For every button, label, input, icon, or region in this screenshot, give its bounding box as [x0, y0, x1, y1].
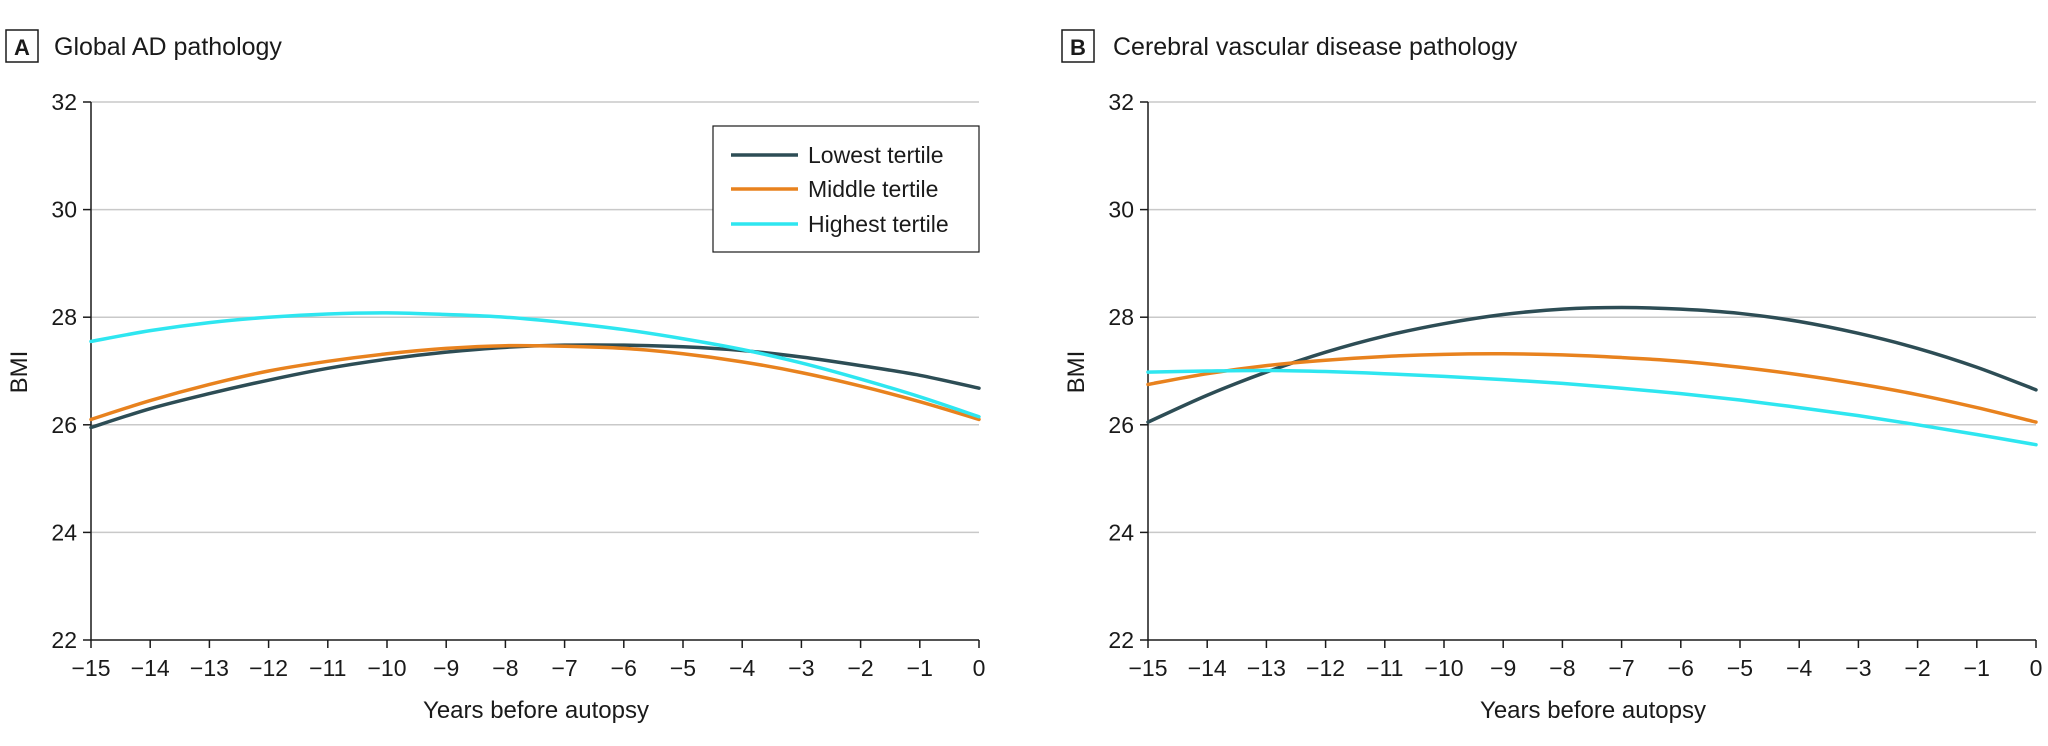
series-line-middle — [89, 343, 981, 422]
x-tick-label: −8 — [1549, 655, 1575, 681]
x-tick-label: −15 — [71, 655, 110, 681]
panel-letter: A — [14, 35, 30, 60]
x-tick-label: −10 — [367, 655, 406, 681]
x-tick-label: −5 — [670, 655, 696, 681]
x-tick-label: −12 — [249, 655, 288, 681]
y-tick-label: 28 — [51, 304, 77, 330]
x-tick-label: −4 — [729, 655, 755, 681]
legend: Lowest tertile Middle tertile Highest te… — [712, 125, 980, 253]
x-tick-label: −4 — [1786, 655, 1812, 681]
x-tick-label: −9 — [433, 655, 459, 681]
x-tick-label: −15 — [1128, 655, 1167, 681]
y-tick-label: 26 — [51, 412, 77, 438]
panel-letter-box — [1061, 29, 1095, 63]
y-tick-label: 24 — [1108, 519, 1134, 545]
y-axis-label: BMI — [1063, 351, 1090, 394]
x-tick-label: −6 — [611, 655, 637, 681]
legend-label-highest: Highest tertile — [808, 211, 949, 237]
y-tick-label: 30 — [1108, 197, 1134, 223]
x-axis-label: Years before autopsy — [1480, 697, 1706, 724]
x-tick-label: −11 — [1366, 655, 1403, 681]
panel-a: A Global AD pathology 22 24 26 28 30 32 −15 −14… — [5, 29, 985, 724]
x-axis-label: Years before autopsy — [423, 697, 649, 724]
x-tick-label: −7 — [551, 655, 577, 681]
legend-label-middle: Middle tertile — [808, 176, 938, 202]
y-tick-label: 22 — [51, 627, 77, 653]
y-tick-label: 22 — [1108, 627, 1134, 653]
y-tick-label: 26 — [1108, 412, 1134, 438]
x-tick-label: −1 — [1964, 655, 1990, 681]
panel-letter: B — [1070, 35, 1086, 60]
y-tick-label: 24 — [51, 519, 77, 545]
x-tick-label: −8 — [492, 655, 518, 681]
x-tick-label: −13 — [190, 655, 229, 681]
x-tick-label: −11 — [309, 655, 346, 681]
x-tick-label: −9 — [1490, 655, 1516, 681]
x-tick-label: −2 — [847, 655, 873, 681]
series-line-middle — [1146, 352, 2038, 424]
x-tick-label: −10 — [1424, 655, 1463, 681]
x-tick-label: −7 — [1608, 655, 1634, 681]
series-line-highest — [1146, 368, 2038, 447]
x-tick-label: −13 — [1247, 655, 1286, 681]
x-tick-label: 0 — [2030, 655, 2043, 681]
series-line-lowest — [89, 343, 981, 430]
legend-label-lowest: Lowest tertile — [808, 142, 944, 168]
x-tick-label: −1 — [907, 655, 933, 681]
panel-letter-box — [5, 29, 39, 63]
panel-b: B Cerebral vascular disease pathology 22… — [1061, 29, 2042, 724]
y-tick-label: 32 — [1108, 89, 1134, 115]
y-tick-label: 30 — [51, 197, 77, 223]
panel-title: Global AD pathology — [54, 33, 282, 61]
x-tick-label: −5 — [1727, 655, 1753, 681]
x-tick-label: −6 — [1668, 655, 1694, 681]
x-tick-label: −12 — [1306, 655, 1345, 681]
y-axis-label: BMI — [6, 351, 33, 394]
x-tick-label: −2 — [1904, 655, 1930, 681]
x-tick-label: −3 — [788, 655, 814, 681]
x-tick-label: −14 — [131, 655, 170, 681]
panel-title: Cerebral vascular disease pathology — [1113, 33, 1518, 61]
y-tick-label: 32 — [51, 89, 77, 115]
y-tick-label: 28 — [1108, 304, 1134, 330]
x-tick-label: −14 — [1188, 655, 1227, 681]
x-tick-label: 0 — [973, 655, 986, 681]
x-tick-label: −3 — [1845, 655, 1871, 681]
series-line-highest — [89, 311, 981, 419]
